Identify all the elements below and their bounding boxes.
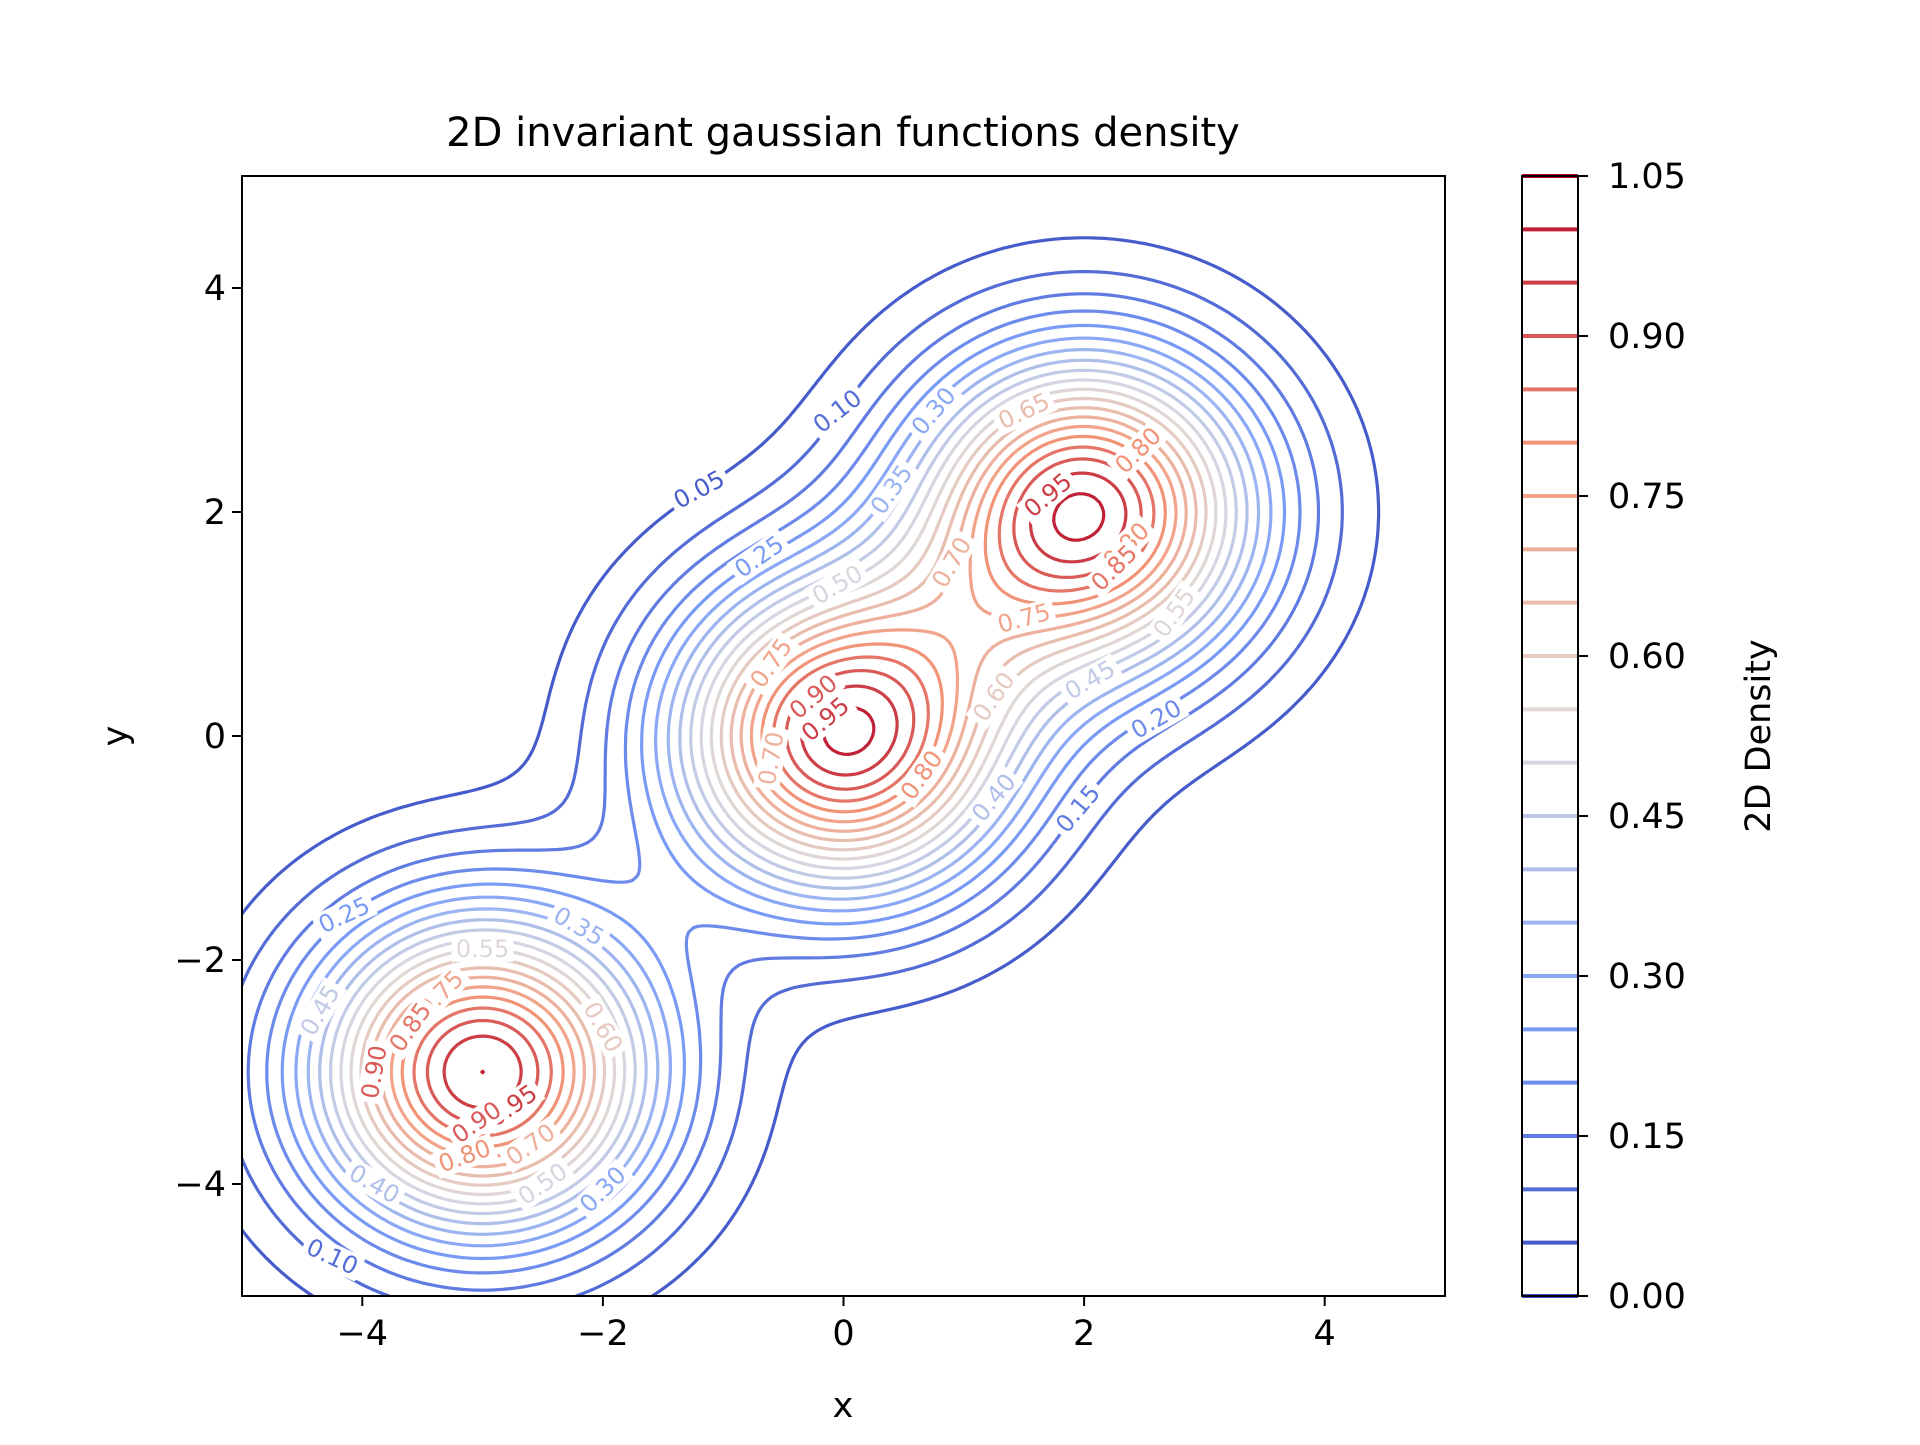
contour-line-0.45 [329, 368, 1238, 1216]
contour-label-bg [990, 597, 1058, 639]
y-axis-label: y [96, 726, 136, 747]
contour-label-bg [1015, 465, 1081, 526]
contour-label-bg [805, 381, 870, 441]
contour-label-bg [925, 529, 979, 596]
contour-label-bg [665, 463, 733, 516]
x-tick-label: 2 [1073, 1314, 1095, 1354]
contour-label-text: 0.55 [456, 935, 509, 963]
contour-label-bg [1083, 536, 1146, 600]
contour-label-bg [753, 725, 790, 792]
x-tick-label: −4 [336, 1314, 388, 1354]
contour-label-bg [1048, 776, 1108, 841]
contour-line-0.25 [280, 323, 1287, 1261]
contour-line-0.15 [246, 292, 1321, 1292]
contour-label-bg [1107, 419, 1170, 482]
colorbar-tick-label: 0.15 [1608, 1117, 1686, 1157]
colorbar-tick-label: 1.05 [1608, 157, 1686, 197]
contour-label-bg [965, 663, 1023, 730]
contour-label-bg [793, 689, 858, 750]
contour-label-bg [576, 993, 630, 1061]
x-axis-label: x [833, 1386, 854, 1426]
axes: −4 −2 0 2 4 −4 −2 0 2 4 [174, 269, 1335, 1354]
colorbar: 0.00 0.15 0.30 0.45 0.60 0.75 0.90 1.05 [1521, 157, 1686, 1317]
contour-label-bg [726, 528, 793, 586]
x-tick-label: −2 [577, 1314, 629, 1354]
contour-label-bg [356, 1039, 393, 1105]
contour-label-bg [1056, 653, 1124, 707]
y-tick-label: 4 [204, 269, 226, 309]
contour-label-bg [990, 386, 1058, 437]
contour-label-bg [893, 742, 951, 809]
contour-label-bg [1145, 579, 1203, 646]
contour-label-bg [293, 977, 347, 1044]
contour-line-0.20 [265, 309, 1302, 1275]
contour-label-bg [310, 890, 378, 941]
contour-label-bg [509, 1155, 576, 1213]
colorbar-frame [1521, 175, 1579, 1297]
contour-label-bg [451, 935, 514, 962]
chart-title: 2D invariant gaussian functions density [446, 110, 1240, 156]
colorbar-tick-label: 0.30 [1608, 957, 1686, 997]
contour-label-bg [903, 379, 964, 444]
y-tick-label: 2 [204, 493, 226, 533]
colorbar-tick-label: 0.60 [1608, 637, 1686, 677]
colorbar-tick-label: 0.75 [1608, 477, 1686, 517]
colorbar-background [1522, 176, 1578, 1296]
contour-label-bg [443, 1093, 510, 1151]
contour-label-bg [804, 558, 871, 612]
contour-label-bg [742, 630, 800, 697]
contour-label-bg [571, 1158, 635, 1221]
contour-label: 0.55 [451, 935, 514, 963]
colorbar-label: 2D Density [1739, 639, 1779, 832]
x-tick-label: 4 [1314, 1314, 1336, 1354]
contour-label-bg [431, 1133, 499, 1179]
colorbar-tick-label: 0.00 [1608, 1277, 1686, 1317]
contour-line-0.10 [242, 270, 1344, 1296]
contour-label-bg [964, 765, 1024, 830]
y-tick-label: −4 [174, 1165, 226, 1205]
y-tick-label: −2 [174, 941, 226, 981]
x-tick-label: 0 [832, 1314, 854, 1354]
contour-label-bg [781, 666, 846, 727]
contour-label-bg [545, 899, 613, 954]
contour-line-0.05 [242, 236, 1381, 1296]
contour-label-bg [381, 994, 439, 1061]
contour-label-bg [497, 1116, 564, 1174]
contour-label-bg [863, 456, 921, 523]
contour-label-bg [340, 1157, 408, 1211]
colorbar-tick-label: 0.45 [1608, 797, 1686, 837]
colorbar-tick-label: 0.90 [1608, 317, 1686, 357]
contour-label-bg [1122, 692, 1190, 746]
contour-label-bg [298, 1231, 366, 1282]
y-tick-label: 0 [204, 717, 226, 757]
